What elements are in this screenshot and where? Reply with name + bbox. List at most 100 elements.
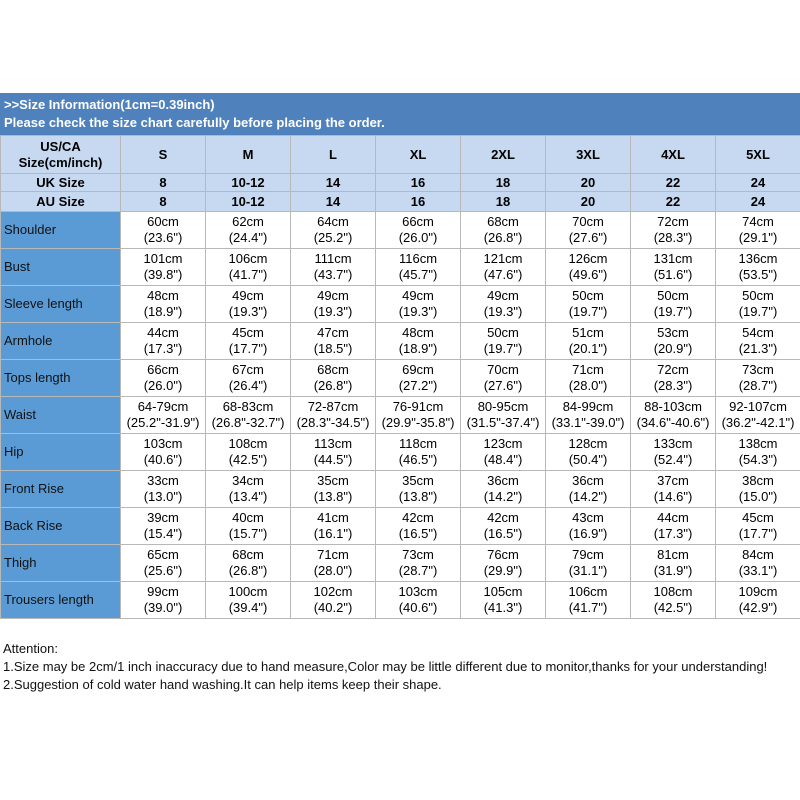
measure-row: Shoulder 60cm (23.6") 62cm (24.4") 64cm (25.2"… <box>0 211 800 249</box>
inch-value: (28.0") <box>568 378 608 393</box>
cm-value: 123cm <box>483 436 523 451</box>
inch-value: (28.7") <box>398 563 438 578</box>
measure-cell: 51cm (20.1") <box>545 322 631 360</box>
inch-value: (26.8") <box>483 230 523 245</box>
inch-value: (40.6") <box>398 600 438 615</box>
measure-cell: 45cm (17.7") <box>205 322 291 360</box>
inch-value: (25.6") <box>143 563 183 578</box>
row-label: Sleeve length <box>0 285 121 323</box>
inch-value: (25.2") <box>313 230 353 245</box>
uk-size: 10-12 <box>205 173 291 192</box>
notes-title: Attention: <box>3 641 58 656</box>
measure-cell: 76cm (29.9") <box>460 544 546 582</box>
corner-label: Size(cm/inch) <box>18 154 103 170</box>
measure-cell: 35cm (13.8") <box>290 470 376 508</box>
cm-value: 45cm <box>742 510 774 525</box>
measure-cell: 36cm (14.2") <box>460 470 546 508</box>
measure-cell: 80-95cm (31.5"-37.4") <box>460 396 546 434</box>
measure-cell: 62cm (24.4") <box>205 211 291 249</box>
inch-value: (31.1") <box>568 563 608 578</box>
au-row: AU Size 8 10-12 14 16 18 20 22 24 <box>0 191 800 212</box>
cm-value: 68cm <box>232 547 264 562</box>
measure-cell: 84-99cm (33.1"-39.0") <box>545 396 631 434</box>
measure-cell: 70cm (27.6") <box>460 359 546 397</box>
uk-label: UK Size <box>0 173 121 192</box>
inch-value: (31.9") <box>653 563 693 578</box>
cm-value: 44cm <box>657 510 689 525</box>
inch-value: (53.5") <box>738 267 778 282</box>
measure-cell: 100cm (39.4") <box>205 581 291 619</box>
cm-value: 68-83cm <box>222 399 274 414</box>
size-header: 2XL <box>460 135 546 174</box>
measure-cell: 123cm (48.4") <box>460 433 546 471</box>
measure-cell: 50cm (19.7") <box>545 285 631 323</box>
inch-value: (27.6") <box>483 378 523 393</box>
au-size: 14 <box>290 191 376 212</box>
size-header: 5XL <box>715 135 800 174</box>
row-label: Armhole <box>0 322 121 360</box>
cm-value: 113cm <box>313 436 353 451</box>
measure-cell: 99cm (39.0") <box>120 581 206 619</box>
cm-value: 64-79cm <box>137 399 189 414</box>
inch-value: (40.2") <box>313 600 353 615</box>
cm-value: 35cm <box>402 473 434 488</box>
cm-value: 109cm <box>738 584 778 599</box>
cm-value: 106cm <box>568 584 608 599</box>
cm-value: 54cm <box>742 325 774 340</box>
measure-cell: 106cm (41.7") <box>205 248 291 286</box>
cm-value: 102cm <box>313 584 353 599</box>
cm-value: 74cm <box>742 214 774 229</box>
uk-size: 16 <box>375 173 461 192</box>
measure-cell: 66cm (26.0") <box>375 211 461 249</box>
cm-value: 47cm <box>317 325 349 340</box>
cm-value: 128cm <box>568 436 608 451</box>
cm-value: 103cm <box>143 436 183 451</box>
au-size: 22 <box>630 191 716 212</box>
measure-cell: 121cm (47.6") <box>460 248 546 286</box>
inch-value: (17.3") <box>143 341 183 356</box>
measure-cell: 136cm (53.5") <box>715 248 800 286</box>
measure-cell: 109cm (42.9") <box>715 581 800 619</box>
size-header: M <box>205 135 291 174</box>
row-label: Tops length <box>0 359 121 397</box>
cm-value: 68cm <box>487 214 519 229</box>
measure-cell: 44cm (17.3") <box>630 507 716 545</box>
measure-cell: 49cm (19.3") <box>290 285 376 323</box>
measure-cell: 50cm (19.7") <box>630 285 716 323</box>
inch-value: (18.5") <box>313 341 353 356</box>
measure-cell: 42cm (16.5") <box>460 507 546 545</box>
cm-value: 38cm <box>742 473 774 488</box>
uk-size: 14 <box>290 173 376 192</box>
size-table: US/CA Size(cm/inch) S M L XL 2XL 3XL 4XL 5XL UK Si… <box>0 135 800 619</box>
au-size: 10-12 <box>205 191 291 212</box>
inch-value: (46.5") <box>398 452 438 467</box>
cm-value: 108cm <box>228 436 268 451</box>
inch-value: (19.3") <box>228 304 268 319</box>
measure-row: Back Rise 39cm (15.4") 40cm (15.7") 41cm (16.1… <box>0 507 800 545</box>
cm-value: 50cm <box>742 288 774 303</box>
measure-cell: 116cm (45.7") <box>375 248 461 286</box>
measure-row: Hip 103cm (40.6") 108cm (42.5") 113cm (44.5") 1… <box>0 433 800 471</box>
inch-value: (15.7") <box>228 526 268 541</box>
cm-value: 88-103cm <box>644 399 702 414</box>
cm-value: 79cm <box>572 547 604 562</box>
inch-value: (34.6"-40.6") <box>636 415 710 430</box>
measure-cell: 88-103cm (34.6"-40.6") <box>630 396 716 434</box>
inch-value: (26.0") <box>398 230 438 245</box>
measure-cell: 79cm (31.1") <box>545 544 631 582</box>
inch-value: (33.1") <box>738 563 778 578</box>
measure-cell: 133cm (52.4") <box>630 433 716 471</box>
cm-value: 126cm <box>568 251 608 266</box>
uk-row: UK Size 8 10-12 14 16 18 20 22 24 <box>0 173 800 192</box>
measure-cell: 66cm (26.0") <box>120 359 206 397</box>
measure-cell: 60cm (23.6") <box>120 211 206 249</box>
inch-value: (41.3") <box>483 600 523 615</box>
measure-cell: 108cm (42.5") <box>630 581 716 619</box>
measure-cell: 37cm (14.6") <box>630 470 716 508</box>
cm-value: 49cm <box>402 288 434 303</box>
cm-value: 100cm <box>228 584 268 599</box>
cm-value: 66cm <box>147 362 179 377</box>
inch-value: (51.6") <box>653 267 693 282</box>
cm-value: 41cm <box>317 510 349 525</box>
measure-cell: 102cm (40.2") <box>290 581 376 619</box>
